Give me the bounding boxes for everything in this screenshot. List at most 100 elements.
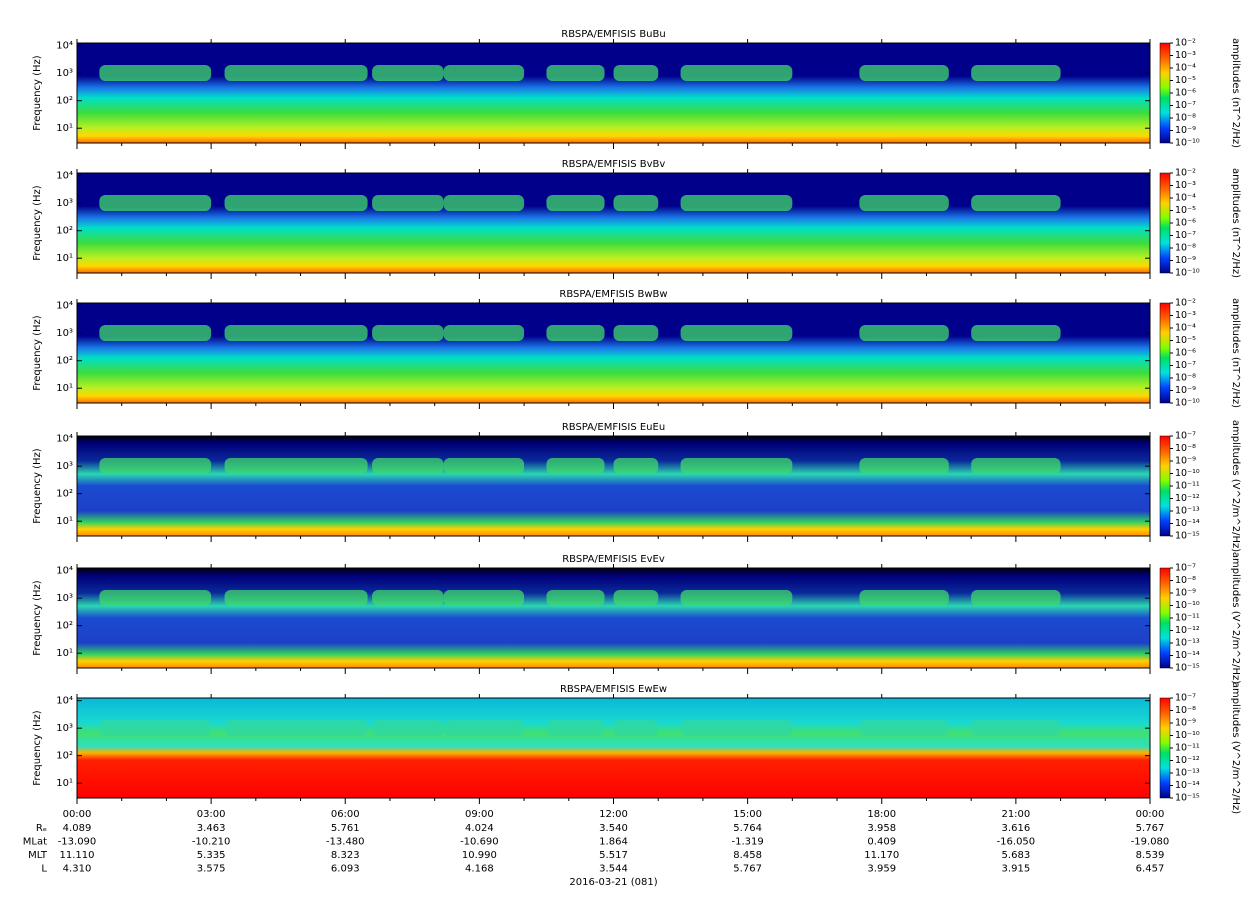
emission-band xyxy=(372,325,444,341)
ephemeris-name: MLat xyxy=(23,837,47,848)
emission-band xyxy=(546,458,605,474)
ephemeris-value: -19.080 xyxy=(1131,837,1170,848)
colorbar-tick-label: 10⁻⁷ xyxy=(1175,693,1196,704)
colorbar-label: amplitudes (nT^2/Hz) xyxy=(1230,38,1241,148)
colorbar-tick-label: 10⁻⁸ xyxy=(1175,373,1196,384)
emission-band xyxy=(372,590,444,606)
emission-band xyxy=(859,195,949,211)
ephemeris-value: 4.168 xyxy=(465,864,494,875)
x-tick-label: 06:00 xyxy=(331,809,360,820)
emission-band xyxy=(443,195,525,211)
emission-band xyxy=(613,720,659,736)
y-tick-label: 10³ xyxy=(56,461,73,472)
spectrogram-image xyxy=(77,173,1150,273)
colorbar-tick-label: 10⁻⁷ xyxy=(1175,100,1196,111)
y-tick-label: 10³ xyxy=(56,328,73,339)
colorbar xyxy=(1159,697,1171,799)
colorbar-tick-label: 10⁻¹⁰ xyxy=(1175,268,1200,279)
panel-title: RBSPA/EMFISIS EwEw xyxy=(560,684,667,695)
emission-band xyxy=(859,720,949,736)
y-axis-label: Frequency (Hz) xyxy=(32,710,43,786)
emission-band xyxy=(613,325,659,341)
ephemeris-value: 10.990 xyxy=(462,850,497,861)
ephemeris-value: 4.024 xyxy=(465,823,494,834)
emission-band xyxy=(971,458,1061,474)
y-tick-label: 10¹ xyxy=(56,123,73,134)
emission-band xyxy=(859,325,949,341)
emission-band xyxy=(372,458,444,474)
emission-band xyxy=(971,720,1061,736)
y-tick-label: 10² xyxy=(56,489,73,500)
ephemeris-value: 11.110 xyxy=(60,850,95,861)
ephemeris-value: 3.616 xyxy=(1002,823,1031,834)
emission-band xyxy=(859,458,949,474)
colorbar xyxy=(1159,302,1171,404)
spectrogram-image xyxy=(77,436,1150,536)
colorbar-tick-label: 10⁻¹⁰ xyxy=(1175,600,1200,611)
emission-band xyxy=(224,65,368,81)
ephemeris-value: 3.575 xyxy=(197,864,226,875)
emission-band xyxy=(613,458,659,474)
emission-band xyxy=(613,195,659,211)
colorbar-tick-label: 10⁻⁹ xyxy=(1175,588,1196,599)
ephemeris-name: MLT xyxy=(28,850,48,861)
colorbar-tick-label: 10⁻⁶ xyxy=(1175,218,1196,229)
emission-band xyxy=(99,458,212,474)
colorbar-tick-label: 10⁻³ xyxy=(1175,310,1196,321)
colorbar-tick-label: 10⁻⁶ xyxy=(1175,88,1196,99)
colorbar-tick-label: 10⁻⁴ xyxy=(1175,323,1196,334)
y-tick-label: 10⁴ xyxy=(56,434,73,445)
ephemeris-value: 0.409 xyxy=(867,837,896,848)
emission-band xyxy=(443,458,525,474)
colorbar xyxy=(1159,567,1171,669)
ephemeris-value: 8.323 xyxy=(331,850,360,861)
colorbar-tick-label: 10⁻¹² xyxy=(1175,493,1200,504)
emission-band xyxy=(443,65,525,81)
y-axis-label: Frequency (Hz) xyxy=(32,55,43,131)
ephemeris-value: 6.093 xyxy=(331,864,360,875)
ephemeris-value: 5.683 xyxy=(1002,850,1031,861)
colorbar-tick-label: 10⁻⁴ xyxy=(1175,63,1196,74)
y-tick-label: 10³ xyxy=(56,68,73,79)
emission-band xyxy=(971,590,1061,606)
y-tick-label: 10¹ xyxy=(56,778,73,789)
panel-title: RBSPA/EMFISIS BvBv xyxy=(562,159,666,170)
y-tick-label: 10¹ xyxy=(56,253,73,264)
y-tick-label: 10¹ xyxy=(56,648,73,659)
emission-band xyxy=(99,325,212,341)
emission-band xyxy=(99,590,212,606)
colorbar-tick-label: 10⁻⁷ xyxy=(1175,563,1196,574)
ephemeris-value: 8.539 xyxy=(1136,850,1165,861)
y-tick-label: 10⁴ xyxy=(56,566,73,577)
ephemeris-value: -10.690 xyxy=(460,837,499,848)
emission-band xyxy=(680,458,793,474)
colorbar-tick-label: 10⁻⁶ xyxy=(1175,348,1196,359)
colorbar-label: amplitudes (V^2/m^2/Hz) xyxy=(1230,420,1241,552)
ephemeris-value: -13.090 xyxy=(58,837,97,848)
ephemeris-value: 3.959 xyxy=(867,864,896,875)
colorbar-tick-label: 10⁻⁷ xyxy=(1175,230,1196,241)
y-tick-label: 10² xyxy=(56,96,73,107)
colorbar-tick-label: 10⁻⁸ xyxy=(1175,113,1196,124)
colorbar-tick-label: 10⁻¹⁴ xyxy=(1175,650,1200,661)
colorbar-tick-label: 10⁻¹³ xyxy=(1175,638,1200,649)
spectrogram-image xyxy=(77,43,1150,143)
y-tick-label: 10² xyxy=(56,751,73,762)
ephemeris-value: 5.517 xyxy=(599,850,628,861)
ephemeris-value: 5.764 xyxy=(733,823,762,834)
colorbar-tick-label: 10⁻⁹ xyxy=(1175,385,1196,396)
emission-band xyxy=(971,195,1061,211)
emission-band xyxy=(680,65,793,81)
emission-band xyxy=(859,590,949,606)
colorbar xyxy=(1159,435,1171,537)
colorbar-tick-label: 10⁻¹⁴ xyxy=(1175,780,1200,791)
ephemeris-value: -1.319 xyxy=(732,837,764,848)
colorbar-tick-label: 10⁻⁵ xyxy=(1175,335,1196,346)
colorbar-tick-label: 10⁻⁵ xyxy=(1175,75,1196,86)
emission-band xyxy=(99,65,212,81)
emission-band xyxy=(224,195,368,211)
ephemeris-name: Rₑ xyxy=(36,823,47,834)
emission-band xyxy=(546,65,605,81)
y-tick-label: 10³ xyxy=(56,723,73,734)
colorbar-tick-label: 10⁻⁹ xyxy=(1175,718,1196,729)
